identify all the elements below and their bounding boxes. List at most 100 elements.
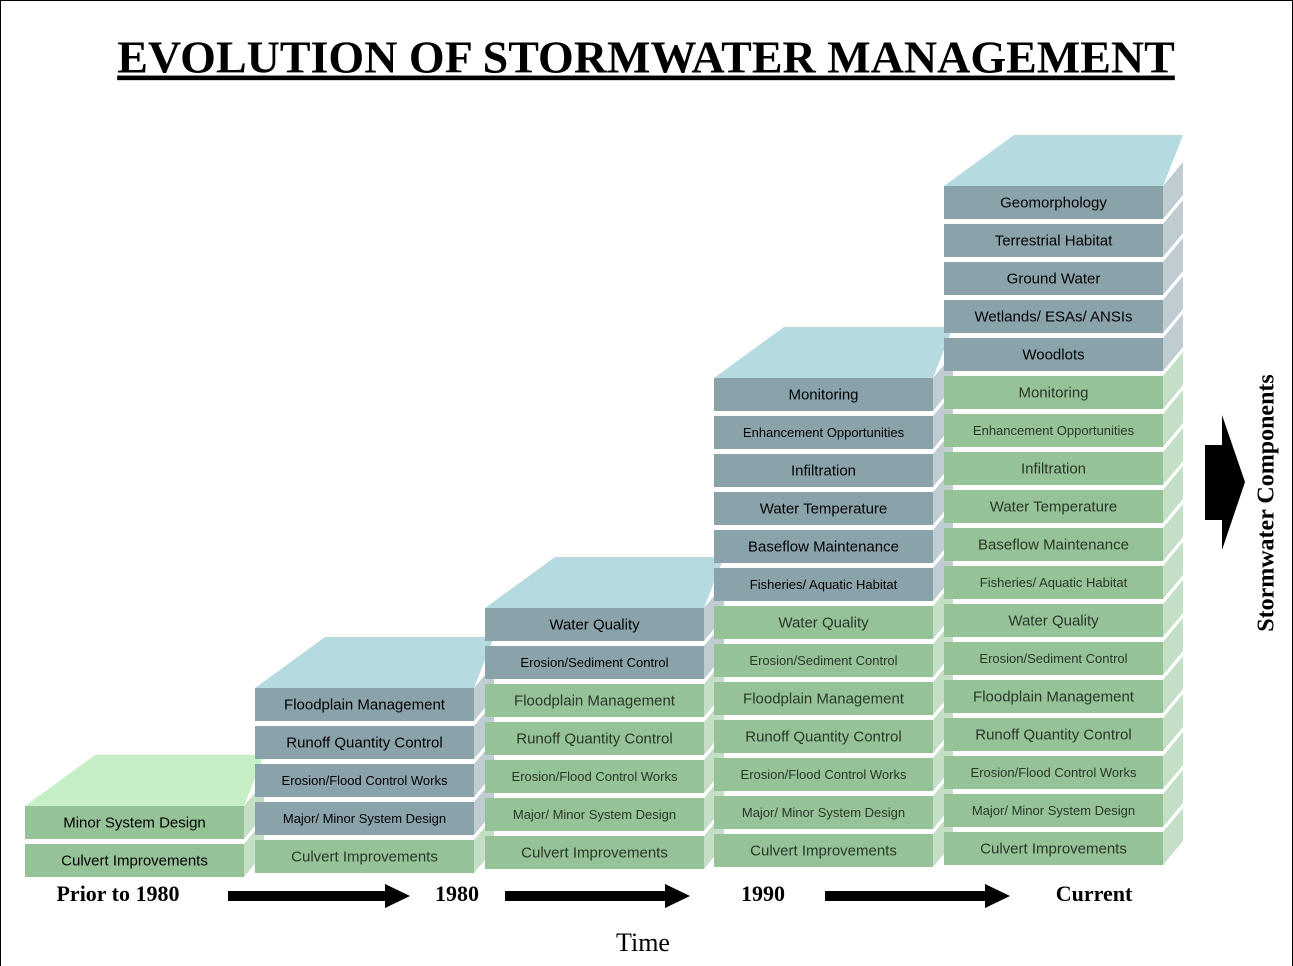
block: Erosion/Sediment Control xyxy=(944,618,1183,675)
block: Water Temperature xyxy=(944,466,1183,523)
time-label: 1980 xyxy=(435,881,479,906)
block-label: Major/ Minor System Design xyxy=(513,807,676,822)
block-front xyxy=(944,794,1163,827)
block: Runoff Quantity Control xyxy=(944,694,1183,751)
block-side xyxy=(1163,618,1183,675)
block: Runoff Quantity Control xyxy=(485,698,724,755)
block-front xyxy=(255,764,474,797)
block-side xyxy=(1163,770,1183,827)
block: Terrestrial Habitat xyxy=(944,200,1183,257)
block: Enhancement Opportunities xyxy=(944,390,1183,447)
components-arrow xyxy=(1205,415,1245,550)
block-label: Culvert Improvements xyxy=(750,842,897,859)
block: Major/ Minor System Design xyxy=(255,778,494,835)
block-label: Baseflow Maintenance xyxy=(748,538,899,555)
block-label: Culvert Improvements xyxy=(980,840,1127,857)
block: Water Quality xyxy=(944,580,1183,637)
block-front xyxy=(485,722,704,755)
block: Infiltration xyxy=(944,428,1183,485)
time-label: 1990 xyxy=(741,881,785,906)
stack-top xyxy=(255,637,494,688)
block: Infiltration xyxy=(714,430,953,487)
block-front xyxy=(944,642,1163,675)
block-label: Runoff Quantity Control xyxy=(286,734,442,751)
block-front xyxy=(944,604,1163,637)
block-label: Baseflow Maintenance xyxy=(978,536,1129,553)
stack: Culvert Improvements Major/ Minor System … xyxy=(255,637,494,873)
block-front xyxy=(714,568,933,601)
block-side xyxy=(1163,580,1183,637)
block-front xyxy=(944,832,1163,865)
time-arrows xyxy=(228,884,1010,908)
block-side xyxy=(1163,352,1183,409)
block-label: Erosion/Flood Control Works xyxy=(741,767,907,782)
block-label: Runoff Quantity Control xyxy=(745,728,901,745)
block-label: Floodplain Management xyxy=(973,688,1135,705)
block-label: Enhancement Opportunities xyxy=(973,423,1135,438)
block-front xyxy=(714,796,933,829)
stack: Culvert Improvements Major/ Minor System … xyxy=(944,135,1183,865)
block-label: Water Quality xyxy=(1008,612,1099,629)
block-side xyxy=(1163,542,1183,599)
block-front xyxy=(255,726,474,759)
block-side xyxy=(1163,428,1183,485)
block-label: Major/ Minor System Design xyxy=(742,805,905,820)
block-front xyxy=(944,262,1163,295)
block-front xyxy=(485,836,704,869)
block-front xyxy=(944,452,1163,485)
block: Runoff Quantity Control xyxy=(714,696,953,753)
block-label: Terrestrial Habitat xyxy=(995,232,1113,249)
block: Major/ Minor System Design xyxy=(944,770,1183,827)
block: Erosion/Flood Control Works xyxy=(944,732,1183,789)
block-front xyxy=(485,798,704,831)
block-label: Culvert Improvements xyxy=(291,848,438,865)
block-label: Monitoring xyxy=(1018,384,1088,401)
block-label: Major/ Minor System Design xyxy=(283,811,446,826)
block-front xyxy=(714,606,933,639)
block-front xyxy=(714,530,933,563)
block-side xyxy=(1163,390,1183,447)
block-front xyxy=(944,300,1163,333)
block-front xyxy=(944,566,1163,599)
block-front xyxy=(714,682,933,715)
block: Geomorphology xyxy=(944,162,1183,219)
block-front xyxy=(714,416,933,449)
block-label: Culvert Improvements xyxy=(521,844,668,861)
block-front xyxy=(25,844,244,877)
block: Floodplain Management xyxy=(944,656,1183,713)
block-label: Minor System Design xyxy=(63,814,206,831)
block-front xyxy=(944,490,1163,523)
block-label: Wetlands/ ESAs/ ANSIs xyxy=(974,308,1132,325)
block-side xyxy=(1163,694,1183,751)
title: EVOLUTION OF STORMWATER MANAGEMENT xyxy=(117,32,1175,83)
block-label: Major/ Minor System Design xyxy=(972,803,1135,818)
time-label: Current xyxy=(1056,881,1133,906)
stack-top xyxy=(944,135,1183,186)
block-front xyxy=(944,186,1163,219)
block: Culvert Improvements xyxy=(944,808,1183,865)
block: Erosion/Flood Control Works xyxy=(714,734,953,791)
arrow xyxy=(505,884,690,908)
block: Fisheries/ Aquatic Habitat xyxy=(944,542,1183,599)
block-label: Erosion/Sediment Control xyxy=(979,651,1127,666)
block-front xyxy=(944,376,1163,409)
block-side xyxy=(1163,732,1183,789)
block-front xyxy=(485,608,704,641)
block-label: Erosion/Sediment Control xyxy=(520,655,668,670)
block-front xyxy=(714,720,933,753)
block: Erosion/Flood Control Works xyxy=(255,740,494,797)
block-front xyxy=(714,492,933,525)
block: Woodlots xyxy=(944,314,1183,371)
block: Baseflow Maintenance xyxy=(714,506,953,563)
block: Major/ Minor System Design xyxy=(714,772,953,829)
block-label: Erosion/Flood Control Works xyxy=(512,769,678,784)
block: Water Quality xyxy=(714,582,953,639)
block: Fisheries/ Aquatic Habitat xyxy=(714,544,953,601)
block-label: Water Temperature xyxy=(990,498,1118,515)
block-label: Runoff Quantity Control xyxy=(975,726,1131,743)
block-label: Runoff Quantity Control xyxy=(516,730,672,747)
block: Major/ Minor System Design xyxy=(485,774,724,831)
block-front xyxy=(944,718,1163,751)
time-label: Prior to 1980 xyxy=(56,881,179,906)
block-front xyxy=(944,414,1163,447)
